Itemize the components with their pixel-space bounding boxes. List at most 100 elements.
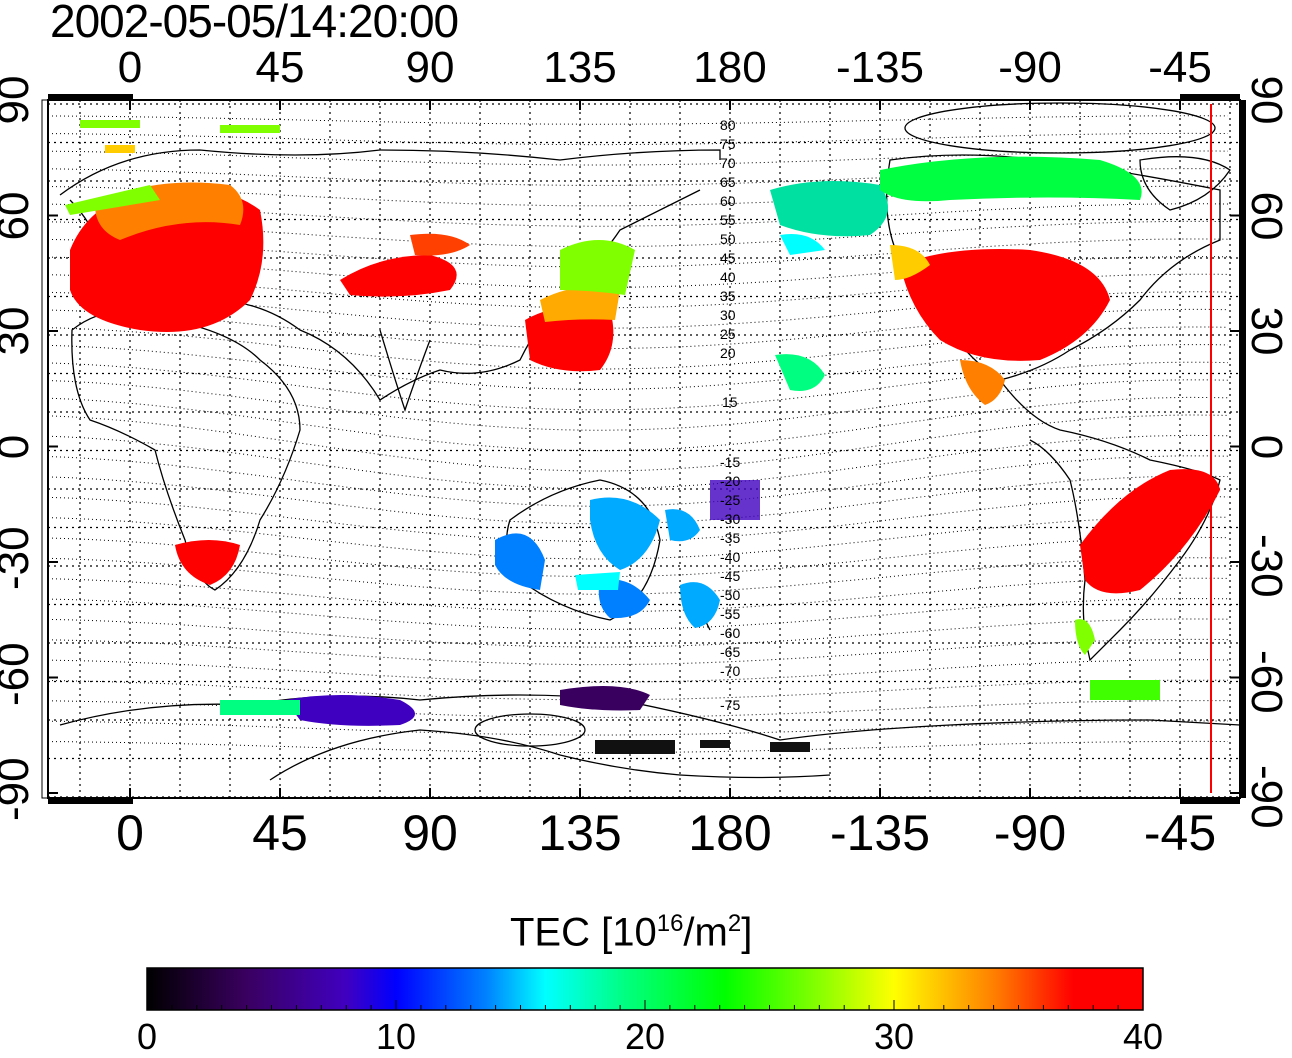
tec-patch-pacific-violet bbox=[710, 480, 760, 520]
map-title: 2002-05-05/14:20:00 bbox=[50, 0, 459, 47]
contour-label: 60 bbox=[720, 193, 736, 209]
axis-tick-label: -135 bbox=[835, 43, 925, 92]
colorbar-tick-label: 30 bbox=[873, 1016, 915, 1057]
tec-patch-new-zealand bbox=[680, 582, 720, 628]
contour-label: -15 bbox=[720, 454, 740, 470]
contour-label: -55 bbox=[720, 606, 740, 622]
tec-patch-hawaii bbox=[775, 354, 825, 391]
tec-patch-antarctic-peninsula bbox=[1090, 680, 1160, 700]
tec-data-layer bbox=[65, 120, 1220, 754]
tec-patch-arctic-2 bbox=[220, 125, 280, 133]
axis-tick-label: 90 bbox=[405, 43, 455, 92]
axis-tick-label: 90 bbox=[402, 805, 458, 861]
axis-tick-label: -90 bbox=[1242, 765, 1291, 829]
axis-tick-label: 30 bbox=[1242, 306, 1291, 356]
axis-tick-label: 90 bbox=[1242, 75, 1291, 125]
contour-label: 15 bbox=[722, 394, 738, 410]
tec-patch-scandinavia bbox=[65, 185, 160, 215]
contour-label: 50 bbox=[720, 231, 736, 247]
axis-tick-label: 90 bbox=[0, 75, 38, 125]
axis-tick-label: -135 bbox=[829, 805, 931, 861]
axis-tick-label: -60 bbox=[0, 641, 38, 706]
axis-ticks bbox=[48, 99, 1240, 798]
tec-patch-alaska-south bbox=[780, 234, 825, 255]
axis-tick-label: 180 bbox=[688, 805, 772, 861]
colorbar-ticks bbox=[146, 1000, 1144, 1010]
tec-patch-japan bbox=[560, 240, 635, 295]
axis-tick-label: -30 bbox=[1242, 534, 1291, 598]
axis-tick-label: 180 bbox=[693, 43, 767, 92]
tec-patch-south-america bbox=[1080, 469, 1220, 594]
contour-label: 40 bbox=[720, 269, 736, 285]
colorbar-tick-label: 40 bbox=[1122, 1016, 1164, 1057]
axis-tick-label: 135 bbox=[543, 43, 617, 92]
colorbar-tick-label: 20 bbox=[624, 1016, 666, 1057]
tec-patch-antarctic-black-1 bbox=[595, 740, 675, 754]
axis-tick-label: -90 bbox=[993, 805, 1067, 861]
colorbar-tick-label: 0 bbox=[136, 1016, 158, 1057]
axis-tick-label: 0 bbox=[0, 419, 38, 475]
contour-label: -65 bbox=[720, 644, 740, 660]
tec-patch-siberia bbox=[410, 233, 470, 256]
tec-patch-alaska bbox=[770, 181, 888, 237]
colorbar-title: TEC [1016/m2] bbox=[510, 910, 753, 955]
axis-tick-label: 45 bbox=[255, 43, 305, 92]
tec-patch-west-australia bbox=[495, 533, 545, 590]
axis-tick-label: -60 bbox=[1242, 649, 1291, 714]
tec-patch-canada bbox=[880, 156, 1142, 202]
axis-tick-label: 0 bbox=[117, 43, 143, 92]
contour-labels: 80 75 70 65 60 55 50 45 40 35 30 25 20 15 -15 -20 -25 -30… bbox=[720, 117, 740, 713]
tec-patch-antarctic-black-2 bbox=[700, 740, 730, 748]
axis-tick-label: 60 bbox=[1242, 191, 1291, 240]
axis-tick-label: -45 bbox=[1148, 43, 1212, 92]
contour-label: -50 bbox=[720, 587, 740, 603]
contour-label: -75 bbox=[720, 697, 740, 713]
axis-tick-label: 0 bbox=[116, 805, 144, 861]
tec-patch-south-africa bbox=[175, 540, 240, 585]
colorbar-tick-label: 10 bbox=[375, 1016, 417, 1057]
contour-label: -20 bbox=[720, 473, 740, 489]
axis-tick-label: 30 bbox=[0, 306, 38, 356]
axis-tick-label: -90 bbox=[0, 757, 38, 821]
tec-patch-pacific-1 bbox=[665, 509, 700, 542]
tec-patch-japan-south bbox=[540, 286, 620, 322]
tec-patch-antarctic-dark bbox=[560, 686, 650, 711]
contour-label: -35 bbox=[720, 530, 740, 546]
tec-patch-east-australia bbox=[590, 497, 660, 570]
contour-label: 35 bbox=[720, 288, 736, 304]
tec-patch-usa bbox=[900, 249, 1110, 361]
contour-label: -30 bbox=[720, 511, 740, 527]
axis-tick-label: 45 bbox=[252, 805, 308, 861]
tec-patch-patagonia bbox=[1075, 619, 1095, 655]
contour-label: 25 bbox=[720, 326, 736, 342]
contour-label: 70 bbox=[720, 155, 736, 171]
tec-patch-bass-strait bbox=[575, 572, 620, 590]
axis-tick-label: -90 bbox=[998, 43, 1062, 92]
contour-label: 30 bbox=[720, 307, 736, 323]
tec-patch-arctic-1 bbox=[80, 120, 140, 128]
tec-patch-usa-west-edge bbox=[890, 245, 930, 280]
contour-label: 80 bbox=[720, 117, 736, 133]
contour-label: 65 bbox=[720, 174, 736, 190]
contour-label: -70 bbox=[720, 663, 740, 679]
contour-label: -45 bbox=[720, 568, 740, 584]
contour-label: 20 bbox=[720, 345, 736, 361]
axis-tick-label: -30 bbox=[0, 526, 38, 590]
contour-label: 55 bbox=[720, 212, 736, 228]
tec-patch-china bbox=[525, 306, 614, 372]
tec-patch-antarctic-violet bbox=[285, 695, 415, 726]
contour-label: -40 bbox=[720, 549, 740, 565]
contour-label: 45 bbox=[720, 250, 736, 266]
tec-patch-antarctic-green bbox=[220, 700, 300, 715]
axis-tick-label: 0 bbox=[1242, 434, 1291, 459]
contour-label: -25 bbox=[720, 492, 740, 508]
tec-patch-arctic-3 bbox=[105, 145, 135, 153]
axis-tick-label: 135 bbox=[538, 805, 622, 861]
tec-patch-central-asia bbox=[340, 255, 457, 297]
frame-bars bbox=[41, 94, 1246, 804]
contour-label: 75 bbox=[720, 136, 736, 152]
tec-patch-mexico bbox=[960, 360, 1005, 405]
contour-label: -60 bbox=[720, 625, 740, 641]
axis-tick-label: 60 bbox=[0, 191, 38, 240]
